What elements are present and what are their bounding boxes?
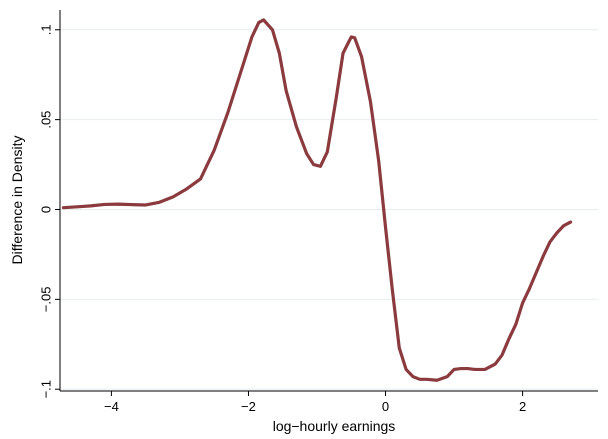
y-tick-label: −.05 [39, 287, 54, 313]
y-tick-label: .05 [39, 111, 54, 129]
x-tick-label: −2 [241, 399, 256, 414]
gridlines [60, 29, 598, 390]
y-tick-label: .1 [39, 24, 54, 35]
x-tick-label: 0 [382, 399, 389, 414]
x-tick-label: −4 [104, 399, 119, 414]
y-tick-label: 0 [39, 206, 54, 213]
series [61, 18, 573, 382]
x-axis-title: log−hourly earnings [273, 418, 396, 434]
y-axis-title: Difference in Density [9, 136, 25, 265]
series-line [61, 18, 573, 382]
x-tick-label: 2 [519, 399, 526, 414]
ticks: −.1 −.05 0 .05 .1 −4 −2 0 2 [39, 24, 527, 414]
y-tick-label: −.1 [39, 380, 54, 398]
axes [59, 10, 598, 392]
